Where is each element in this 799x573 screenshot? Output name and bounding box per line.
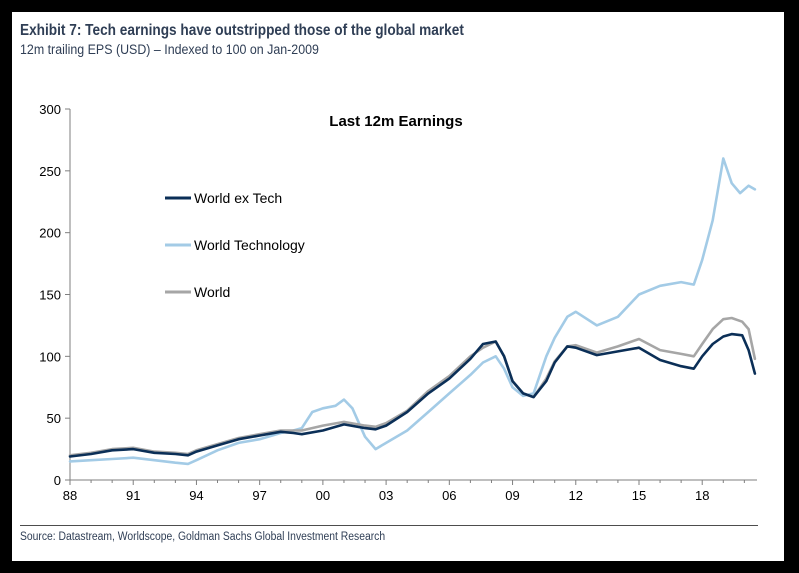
- y-tick-label: 250: [39, 164, 61, 179]
- y-tick-label: 200: [39, 226, 61, 241]
- y-tick-label: 0: [54, 473, 61, 488]
- legend-item-world-technology-label: World Technology: [194, 237, 305, 253]
- exhibit-subtitle: 12m trailing EPS (USD) – Indexed to 100 …: [20, 42, 319, 57]
- series-world-technology-line: [68, 157, 757, 466]
- legend-item-world-label: World: [194, 284, 230, 300]
- chart-title: Last 12m Earnings: [329, 113, 462, 130]
- series-world-ex-tech-line: [68, 332, 757, 458]
- series-world-line: [68, 316, 757, 457]
- x-tick-label: 18: [695, 488, 709, 503]
- x-tick-label: 15: [632, 488, 646, 503]
- x-tick-label: 03: [379, 488, 393, 503]
- exhibit-title: Exhibit 7: Tech earnings have outstrippe…: [20, 22, 464, 39]
- x-tick-label: 91: [126, 488, 140, 503]
- x-tick-label: 88: [63, 488, 77, 503]
- x-tick-label: 09: [505, 488, 519, 503]
- x-tick-label: 12: [569, 488, 583, 503]
- source-note: Source: Datastream, Worldscope, Goldman …: [20, 531, 386, 543]
- y-tick-label: 300: [39, 102, 61, 117]
- x-tick-label: 97: [252, 488, 266, 503]
- y-tick-label: 100: [39, 349, 61, 364]
- x-tick-label: 06: [442, 488, 456, 503]
- x-tick-label: 00: [316, 488, 330, 503]
- legend-item-world-ex-tech-label: World ex Tech: [194, 190, 282, 206]
- y-tick-label: 50: [47, 411, 61, 426]
- x-tick-label: 94: [189, 488, 203, 503]
- footer-divider: [20, 525, 758, 526]
- y-tick-label: 150: [39, 288, 61, 303]
